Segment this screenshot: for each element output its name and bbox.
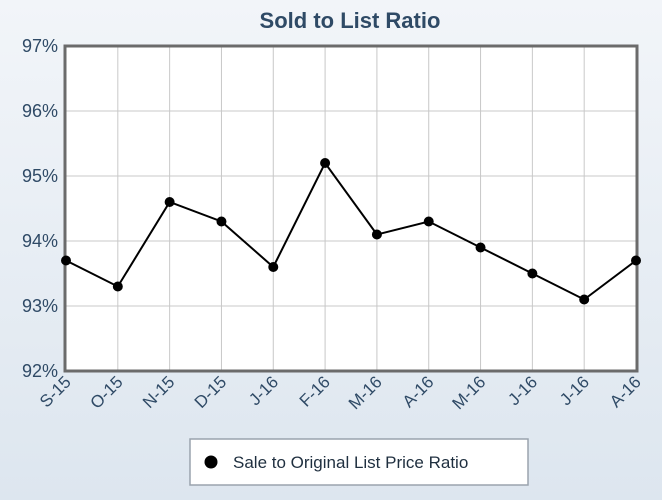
x-tick-label: F-16 (296, 372, 334, 410)
x-tick-label: O-15 (86, 372, 126, 412)
y-tick-label: 96% (22, 101, 58, 121)
x-tick-label: N-15 (139, 372, 178, 411)
data-point[interactable] (112, 281, 123, 292)
y-tick-label: 94% (22, 231, 58, 251)
x-tick-label: J-16 (556, 372, 593, 409)
data-point[interactable] (320, 158, 331, 168)
plot-area (65, 46, 637, 371)
series (61, 158, 641, 305)
chart-title: Sold to List Ratio (260, 8, 441, 33)
data-point[interactable] (423, 216, 434, 227)
x-axis: S-15 O-15 N-15 D-15 J-16 F-16 M-16 A-16 M-16 J-16… (36, 372, 645, 413)
y-tick-label: 93% (22, 296, 58, 316)
y-tick-label: 97% (22, 36, 58, 56)
data-point[interactable] (164, 197, 175, 207)
data-point[interactable] (579, 294, 590, 305)
legend[interactable]: Sale to Original List Price Ratio (189, 438, 529, 486)
data-point[interactable] (631, 255, 641, 266)
x-tick-label: D-15 (191, 372, 230, 411)
y-axis: 92% 93% 94% 95% 96% 97% (22, 36, 58, 381)
data-point[interactable] (216, 216, 227, 227)
x-tick-label: M-16 (345, 372, 386, 413)
y-tick-label: 95% (22, 166, 58, 186)
data-point[interactable] (527, 268, 538, 279)
x-tick-label: M-16 (449, 372, 490, 413)
legend-marker (204, 455, 218, 469)
y-tick-label: 92% (22, 361, 58, 381)
x-tick-label: J-16 (504, 372, 541, 409)
x-tick-label: A-16 (399, 372, 438, 411)
data-point[interactable] (61, 255, 71, 266)
x-tick-label: J-16 (245, 372, 282, 409)
x-tick-label: A-16 (606, 372, 645, 411)
data-point[interactable] (371, 229, 382, 240)
plot-frame (63, 44, 639, 373)
legend-label: Sale to Original List Price Ratio (233, 453, 468, 472)
data-point[interactable] (475, 242, 486, 253)
series-line (65, 161, 637, 301)
legend-box (189, 438, 529, 486)
data-point[interactable] (268, 262, 279, 272)
